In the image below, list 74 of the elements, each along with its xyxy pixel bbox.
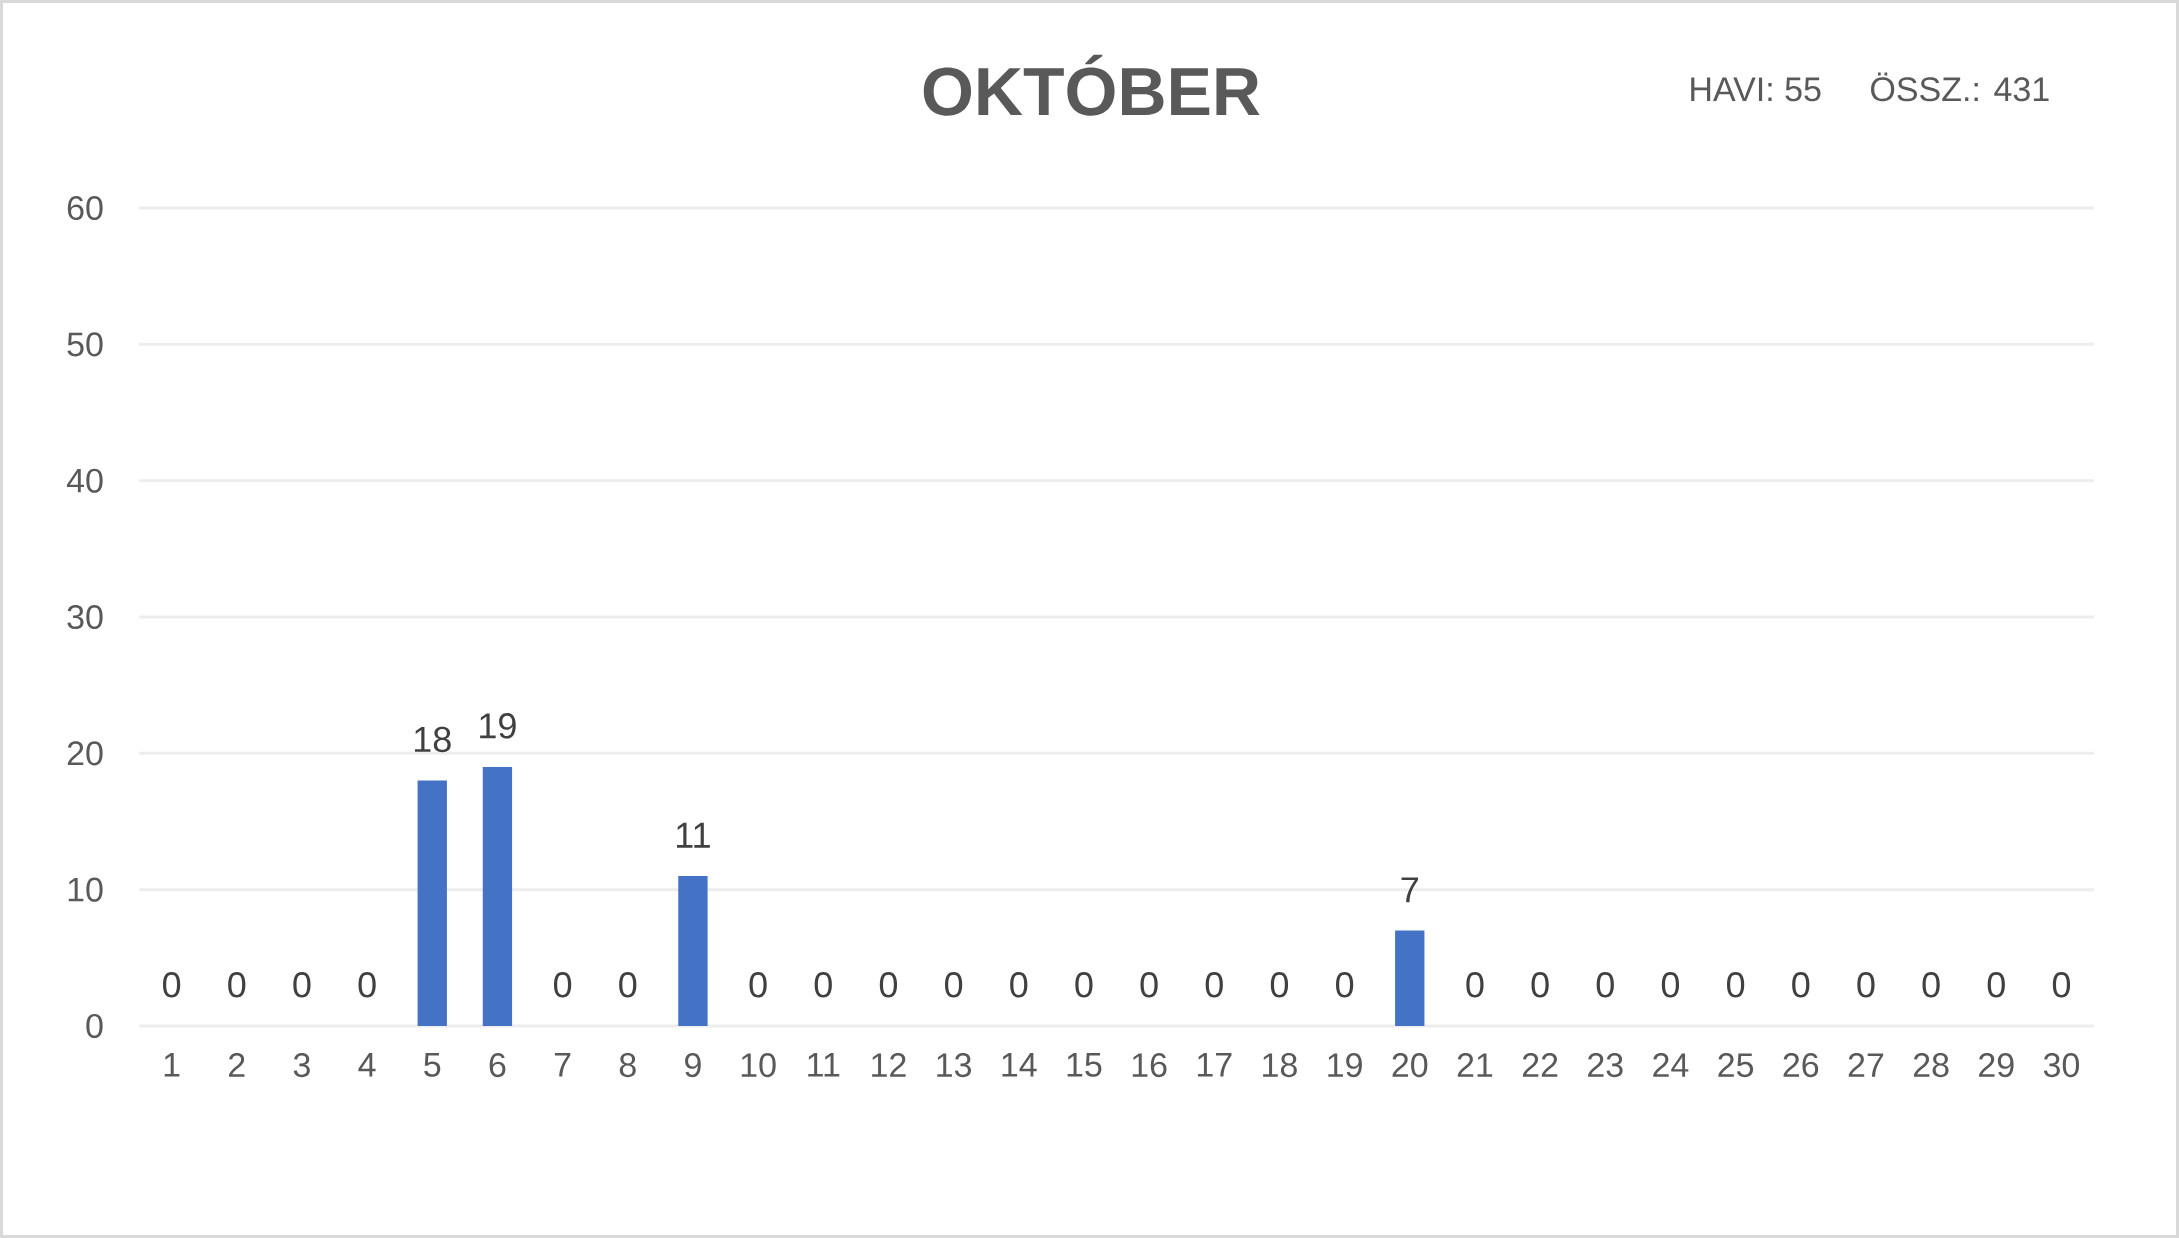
x-tick-label: 7 — [554, 1053, 571, 1077]
y-tick-label: 0 — [86, 1013, 103, 1039]
y-tick-label: 30 — [67, 604, 103, 630]
x-tick-label: 1 — [164, 1053, 180, 1077]
x-tick-label: 18 — [1263, 1053, 1297, 1078]
data-label: 0 — [1727, 972, 1745, 998]
x-tick-label: 23 — [1588, 1053, 1623, 1078]
data-label: 18 — [414, 726, 451, 753]
data-label: 0 — [944, 972, 963, 998]
x-tick-label: 11 — [808, 1053, 840, 1077]
data-label: 7 — [1401, 877, 1418, 903]
x-tick-label: 30 — [2043, 1053, 2080, 1078]
x-tick-label: 2 — [229, 1053, 245, 1077]
y-tick-label: 40 — [66, 468, 103, 493]
x-tick-label: 17 — [1197, 1053, 1232, 1077]
data-label: 0 — [1466, 972, 1484, 998]
data-label: 0 — [162, 972, 181, 998]
data-label: 11 — [676, 822, 710, 848]
y-tick-label: 50 — [67, 332, 103, 357]
x-tick-label: 12 — [872, 1053, 906, 1077]
data-label: 0 — [1205, 972, 1223, 998]
x-tick-label: 13 — [937, 1053, 971, 1078]
data-label: 0 — [553, 972, 572, 998]
x-tick-label: 22 — [1522, 1053, 1558, 1077]
x-tick-label: 21 — [1457, 1053, 1493, 1077]
x-tick-label: 8 — [619, 1053, 636, 1078]
data-label: 0 — [1792, 972, 1810, 998]
x-tick-label: 25 — [1718, 1053, 1754, 1078]
x-tick-label: 19 — [1328, 1053, 1362, 1078]
y-tick-label: 10 — [68, 877, 103, 902]
data-label: 0 — [1922, 972, 1940, 998]
chart-title: OKTÓBER — [923, 54, 1260, 116]
bar — [482, 766, 513, 1026]
x-tick-label: 16 — [1132, 1053, 1167, 1078]
x-tick-label: 5 — [424, 1053, 441, 1077]
data-label: 0 — [1075, 972, 1093, 998]
x-tick-label: 10 — [741, 1053, 776, 1078]
data-label: 0 — [2052, 972, 2071, 998]
data-label: 0 — [1596, 972, 1614, 998]
y-tick-label: 20 — [67, 741, 103, 766]
bar — [1395, 930, 1425, 1026]
x-tick-label: 29 — [1979, 1053, 2014, 1078]
data-label: 0 — [749, 972, 767, 998]
x-tick-label: 15 — [1067, 1053, 1102, 1077]
x-tick-label: 27 — [1848, 1053, 1884, 1077]
bar — [678, 876, 708, 1026]
x-tick-label: 4 — [358, 1053, 376, 1077]
x-tick-label: 24 — [1653, 1053, 1689, 1077]
x-tick-label: 20 — [1392, 1053, 1428, 1078]
x-tick-label: 28 — [1913, 1053, 1949, 1078]
data-label: 19 — [480, 713, 516, 739]
data-label: 0 — [1270, 972, 1289, 998]
text: HAVI: 55 — [1691, 77, 1821, 102]
x-tick-label: 14 — [1002, 1053, 1037, 1077]
data-label: 0 — [1010, 972, 1028, 998]
data-label: 0 — [358, 972, 376, 998]
data-label: 0 — [1987, 972, 2005, 998]
y-tick-label: 60 — [67, 195, 103, 221]
data-label: 0 — [1661, 972, 1680, 998]
x-tick-label: 26 — [1783, 1053, 1819, 1078]
data-label: 0 — [228, 972, 246, 998]
data-label: 0 — [293, 972, 311, 998]
x-tick-label: 9 — [685, 1053, 701, 1078]
data-label: 0 — [1336, 972, 1354, 998]
x-tick-label: 3 — [293, 1053, 310, 1078]
data-label: 0 — [619, 972, 637, 998]
data-label: 0 — [814, 972, 832, 998]
data-label: 0 — [879, 972, 898, 998]
data-label: 0 — [1140, 972, 1158, 998]
data-label: 0 — [1531, 972, 1549, 998]
x-tick-label: 6 — [489, 1053, 506, 1078]
data-label: 0 — [1857, 972, 1875, 998]
text: ÖSSZ.: 431 — [1871, 72, 2049, 102]
bar — [417, 780, 447, 1026]
